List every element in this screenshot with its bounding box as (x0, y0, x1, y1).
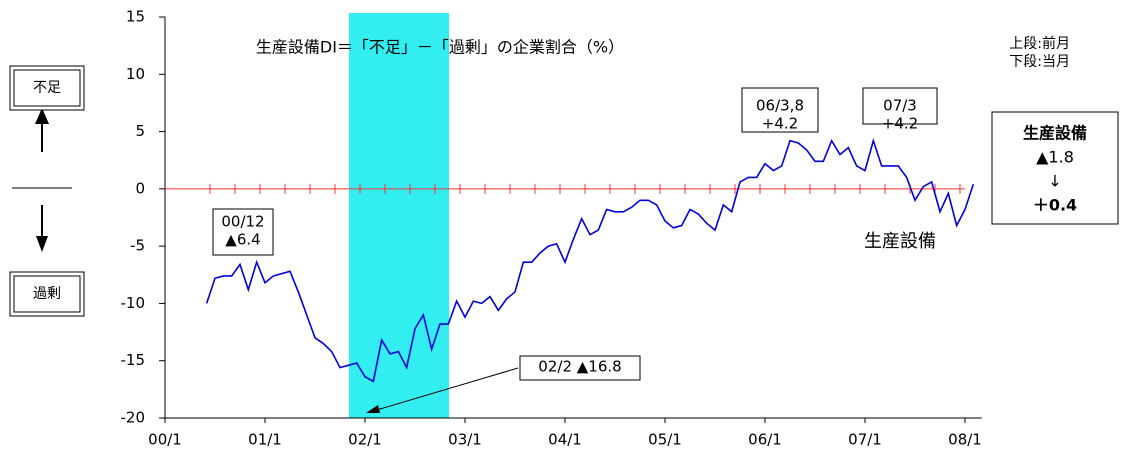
x-tick-label: 04/1 (548, 431, 582, 449)
annotation-text: ▲1.8 (1036, 148, 1074, 167)
annotation-text: 07/3 (883, 97, 917, 115)
chart-title: 生産設備DI＝「不足」－「過剰」の企業割合（%） (256, 38, 624, 57)
x-tick-label: 07/1 (848, 431, 882, 449)
annotation-text: ＋0.4 (1033, 196, 1077, 215)
plot (349, 13, 449, 418)
x-tick-label: 01/1 (248, 431, 282, 449)
annotation-box (9, 271, 85, 317)
y-tick-label: -15 (121, 351, 146, 369)
y-tick-label: -5 (130, 237, 145, 255)
arrow-head (36, 236, 48, 252)
annotation-text: 生産設備 (1023, 124, 1087, 143)
annotation-text: 00/12 (221, 213, 264, 231)
arrow-head (35, 108, 49, 124)
annotation-text: +4.2 (762, 115, 798, 133)
y-tick-label: 15 (126, 8, 145, 26)
x-tick-label: 03/1 (448, 431, 482, 449)
recession-shade (349, 13, 449, 418)
annotation-box-inner (13, 69, 81, 107)
annotation-text: 不足 (33, 80, 61, 96)
annotation-box (741, 87, 819, 133)
x-tick-label: 05/1 (648, 431, 682, 449)
annotation-box (212, 208, 274, 256)
annotation-box-inner (13, 275, 81, 313)
annotation-box (991, 111, 1119, 225)
x-tick-label: 06/1 (748, 431, 782, 449)
x-tick-label: 00/1 (148, 431, 182, 449)
annotation-box (519, 355, 641, 381)
y-tick-label: 0 (135, 179, 145, 197)
arrow-head (366, 405, 380, 413)
annotation-arrow (369, 367, 519, 413)
annotation-text: 06/3,8 (756, 97, 804, 115)
annotation-text: +4.2 (882, 115, 918, 133)
annotation-text: ▲6.4 (225, 231, 260, 249)
series-line (205, 137, 975, 383)
annotation-text: 上段:前月 (1009, 35, 1070, 52)
annotation-box (9, 65, 85, 111)
annotation-text: 過剰 (33, 286, 61, 302)
x-tick-label: 08/1 (948, 431, 982, 449)
y-tick-label: -10 (121, 294, 146, 312)
annotation-text: 下段:当月 (1009, 54, 1070, 70)
annotation-text: 生産設備 (864, 231, 936, 252)
y-tick-label: 5 (135, 122, 145, 140)
y-tick-label: 10 (126, 65, 145, 83)
annotation-text: ↓ (1048, 172, 1061, 191)
y-tick-label: -20 (121, 409, 146, 427)
annotation-box (862, 87, 938, 125)
x-tick-label: 02/1 (348, 431, 382, 449)
annotation-text: 02/2 ▲16.8 (538, 358, 621, 376)
